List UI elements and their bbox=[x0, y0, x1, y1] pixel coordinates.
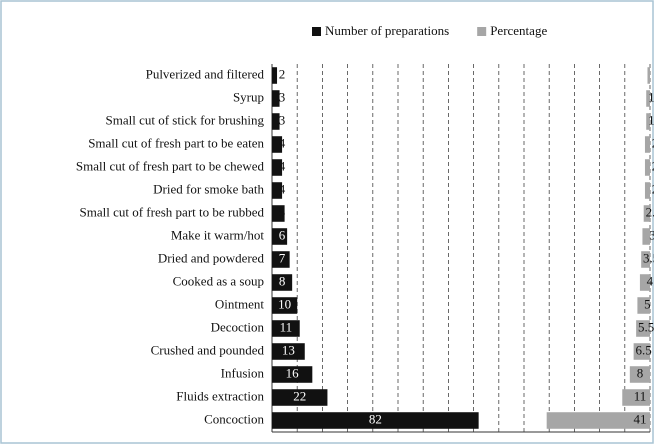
bar bbox=[637, 297, 650, 314]
bar bbox=[272, 389, 328, 406]
data-label: 4 bbox=[279, 158, 286, 173]
data-label: 3 bbox=[279, 112, 286, 127]
legend-swatch bbox=[477, 27, 487, 36]
y-tick-label: Cooked as a soup bbox=[173, 273, 264, 288]
data-label: 5 bbox=[644, 296, 651, 311]
bar bbox=[272, 366, 313, 383]
data-label: 4 bbox=[279, 135, 286, 150]
y-tick-label: Decoction bbox=[211, 319, 265, 334]
data-label: 1.5 bbox=[648, 89, 654, 104]
bar bbox=[272, 320, 300, 337]
bar bbox=[272, 297, 298, 314]
data-label: 2.5 bbox=[646, 204, 654, 219]
data-label: 41 bbox=[634, 411, 647, 426]
data-label: 5.5 bbox=[638, 319, 654, 334]
bar bbox=[639, 274, 650, 291]
data-label: 3 bbox=[649, 227, 654, 242]
bar bbox=[272, 136, 283, 153]
data-label: 3 bbox=[279, 89, 286, 104]
y-tick-label: Small cut of fresh part to be chewed bbox=[76, 158, 265, 173]
data-label: 22 bbox=[293, 388, 306, 403]
bar bbox=[272, 412, 479, 429]
y-tick-label: Concoction bbox=[204, 411, 264, 426]
bar bbox=[272, 67, 278, 84]
y-tick-label: Small cut of fresh part to be rubbed bbox=[80, 204, 265, 219]
bar bbox=[272, 251, 290, 268]
data-label: 2 bbox=[652, 181, 654, 196]
legend-swatch bbox=[312, 27, 321, 36]
legend-label: Number of preparations bbox=[325, 23, 449, 38]
data-label: 8 bbox=[279, 273, 286, 288]
y-tick-label: Ointment bbox=[215, 296, 264, 311]
bar bbox=[644, 136, 650, 153]
bar bbox=[646, 113, 650, 130]
y-tick-label: Dried for smoke bath bbox=[153, 181, 264, 196]
data-label: 6.5 bbox=[635, 342, 651, 357]
data-label: 3.5 bbox=[643, 250, 654, 265]
data-label: 2 bbox=[652, 158, 654, 173]
y-tick-label: Crushed and pounded bbox=[151, 342, 265, 357]
data-label: 13 bbox=[282, 342, 295, 357]
y-tick-label: Make it warm/hot bbox=[171, 227, 265, 242]
bar bbox=[272, 90, 280, 107]
bar bbox=[272, 205, 285, 222]
bar bbox=[633, 343, 650, 360]
bar bbox=[644, 159, 650, 176]
y-tick-label: Small cut of stick for brushing bbox=[105, 112, 264, 127]
data-label: 16 bbox=[286, 365, 300, 380]
y-tick-label: Dried and powdered bbox=[158, 250, 265, 265]
bar bbox=[272, 228, 288, 245]
data-label: 4 bbox=[647, 273, 654, 288]
bar bbox=[546, 412, 650, 429]
bar bbox=[636, 320, 650, 337]
data-label: 82 bbox=[369, 411, 382, 426]
y-tick-label: Fluids extraction bbox=[176, 388, 264, 403]
y-tick-label: Pulverized and filtered bbox=[146, 66, 265, 81]
bar bbox=[642, 228, 650, 245]
bar bbox=[272, 159, 283, 176]
y-tick-label: Infusion bbox=[221, 365, 265, 380]
y-tick-label: Small cut of fresh part to be eaten bbox=[88, 135, 264, 150]
data-label: 7 bbox=[279, 250, 286, 265]
data-label: 11 bbox=[280, 319, 293, 334]
bar bbox=[272, 182, 283, 199]
data-label: 8 bbox=[637, 365, 644, 380]
data-label: 6 bbox=[279, 227, 286, 242]
legend-label: Percentage bbox=[490, 23, 547, 38]
bar bbox=[646, 90, 650, 107]
bar bbox=[641, 251, 650, 268]
data-label: 4 bbox=[279, 181, 286, 196]
data-label: 11 bbox=[634, 388, 647, 403]
data-label: 2 bbox=[279, 66, 286, 81]
bar bbox=[272, 274, 293, 291]
data-label: 5 bbox=[279, 204, 286, 219]
data-label: 10 bbox=[278, 296, 291, 311]
bar bbox=[644, 182, 650, 199]
bar bbox=[272, 343, 305, 360]
bar bbox=[272, 113, 280, 130]
data-label: 1.5 bbox=[648, 112, 654, 127]
bar bbox=[643, 205, 650, 222]
data-label: 2 bbox=[652, 135, 654, 150]
bar bbox=[622, 389, 650, 406]
bar bbox=[647, 67, 650, 84]
bar bbox=[629, 366, 650, 383]
y-tick-label: Syrup bbox=[233, 89, 264, 104]
